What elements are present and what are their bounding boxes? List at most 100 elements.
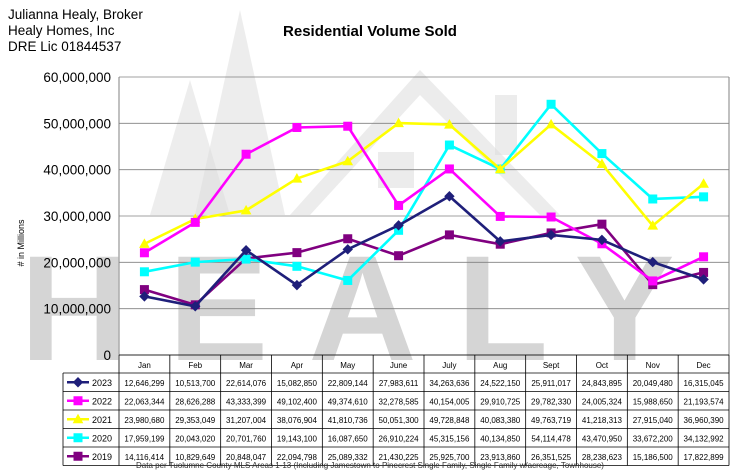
x-tick-label: July xyxy=(442,361,456,370)
data-point xyxy=(72,377,84,388)
table-cell: 10,513,700 xyxy=(175,379,216,388)
table-cell: 54,114,478 xyxy=(531,434,571,443)
data-point xyxy=(444,164,454,174)
table-cell: 25,089,332 xyxy=(328,453,369,462)
table-cell: 19,143,100 xyxy=(277,434,318,443)
x-tick-label: Apr xyxy=(291,361,304,370)
table-cell: 49,102,400 xyxy=(277,397,318,406)
y-tick-label: 10,000,000 xyxy=(43,302,111,317)
table-cell: 20,049,480 xyxy=(633,379,674,388)
data-point xyxy=(494,163,506,174)
y-tick-label: 40,000,000 xyxy=(43,163,111,178)
footnote: Data per Tuolumne County MLS Areas 1-13 … xyxy=(136,461,604,470)
y-tick-label: 30,000,000 xyxy=(43,209,111,224)
data-point xyxy=(444,140,454,150)
watermark-tree-right xyxy=(195,10,285,215)
data-point xyxy=(394,200,404,210)
y-tick-label: 50,000,000 xyxy=(43,116,111,131)
table-cell: 40,154,005 xyxy=(429,397,470,406)
table-cell: 24,843,895 xyxy=(582,379,623,388)
data-point xyxy=(647,256,658,268)
data-point xyxy=(596,158,608,169)
data-point xyxy=(648,194,658,204)
data-point xyxy=(393,117,404,128)
data-table: Jan Feb Mar Apr May June July Aug Sept Oct Nov Dec 2… xyxy=(62,354,730,466)
y-tick-label: 0 xyxy=(103,348,111,363)
table-row-2021: 2021 23,980,680 29,353,049 31,207,004 38,076… xyxy=(67,413,725,425)
chart-title: Residential Volume Sold xyxy=(283,23,457,40)
x-tick-label: Feb xyxy=(188,361,202,370)
table-cell: 41,810,736 xyxy=(328,416,369,425)
data-point xyxy=(240,245,252,256)
data-point xyxy=(342,155,354,166)
table-cell: 26,910,224 xyxy=(379,434,420,443)
table-cell: 17,959,199 xyxy=(124,434,165,443)
table-cell: 36,960,390 xyxy=(684,416,725,425)
table-cell: 27,915,040 xyxy=(633,416,674,425)
legend-label: 2023 xyxy=(92,378,112,388)
data-point xyxy=(139,267,149,277)
data-point xyxy=(444,191,455,202)
table-cell: 32,278,585 xyxy=(379,397,420,406)
data-point xyxy=(647,220,659,230)
table-cell: 43,333,399 xyxy=(226,397,267,406)
table-cell: 20,848,047 xyxy=(226,453,267,462)
table-cell: 24,522,150 xyxy=(480,379,521,388)
table-cell: 15,988,650 xyxy=(633,397,674,406)
table-cell: 29,910,725 xyxy=(480,397,521,406)
data-point xyxy=(648,276,658,286)
data-point xyxy=(444,119,455,129)
table-cell: 21,193,574 xyxy=(684,397,725,406)
table-cell: 28,626,288 xyxy=(175,397,216,406)
data-point xyxy=(596,234,608,246)
x-tick-label: Dec xyxy=(696,361,710,370)
legend-label: 2022 xyxy=(92,396,112,406)
table-cell: 23,913,860 xyxy=(480,453,521,462)
table-cell: 14,116,414 xyxy=(125,453,165,462)
table-cell: 49,728,848 xyxy=(429,416,470,425)
table-cell: 20,043,020 xyxy=(175,434,216,443)
data-point xyxy=(73,451,83,461)
x-tick-label: Aug xyxy=(493,361,507,370)
table-cell: 28,238,623 xyxy=(582,453,623,462)
table-cell: 26,351,525 xyxy=(531,453,572,462)
table-cell: 15,082,850 xyxy=(277,379,318,388)
table-cell: 25,925,700 xyxy=(429,453,470,462)
x-tick-label: Mar xyxy=(239,361,253,370)
table-cell: 17,822,899 xyxy=(684,453,725,462)
x-tick-label: Jan xyxy=(138,361,151,370)
data-point xyxy=(139,238,150,248)
table-cell: 29,353,049 xyxy=(175,416,216,425)
legend-label: 2021 xyxy=(92,415,112,425)
table-cell: 16,315,045 xyxy=(684,379,725,388)
data-point xyxy=(545,118,557,129)
table-row-2019: 2019 14,116,414 10,829,649 20,848,047 22,094… xyxy=(67,451,725,462)
data-point xyxy=(73,433,83,443)
table-cell: 49,763,719 xyxy=(531,416,572,425)
data-point xyxy=(190,257,200,267)
data-point xyxy=(190,301,201,312)
table-cell: 22,063,344 xyxy=(124,397,165,406)
data-point xyxy=(241,149,251,159)
table-cell: 22,614,076 xyxy=(226,379,267,388)
y-axis-ticks: 0 10,000,000 20,000,000 30,000,000 40,000,00… xyxy=(43,70,111,363)
plot-frame xyxy=(118,77,730,355)
series-line-2022 xyxy=(143,124,705,283)
x-tick-label: Sept xyxy=(543,361,560,370)
table-cell: 21,430,225 xyxy=(379,453,420,462)
table-cell: 25,911,017 xyxy=(531,379,571,388)
x-tick-label: Oct xyxy=(596,361,609,370)
data-point xyxy=(342,244,353,255)
data-point xyxy=(597,219,607,229)
data-point xyxy=(292,122,302,132)
data-point xyxy=(291,279,303,291)
table-cell: 43,470,950 xyxy=(582,434,623,443)
table-cell: 27,983,611 xyxy=(379,379,419,388)
license-number: DRE Lic 01844537 xyxy=(8,39,121,54)
series-2023 xyxy=(139,191,709,312)
series-lines xyxy=(139,99,709,312)
watermark-logo: HEALY xyxy=(20,10,675,392)
watermark-chimney xyxy=(495,95,517,155)
table-row-2023: 2023 12,646,299 10,513,700 22,614,076 15,082… xyxy=(67,377,725,388)
